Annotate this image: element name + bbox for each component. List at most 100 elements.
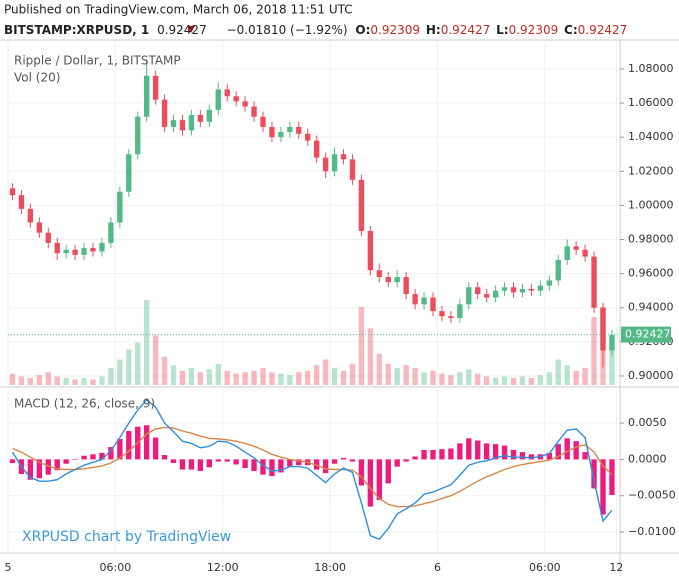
macd-histogram bbox=[475, 440, 481, 460]
volume-bar bbox=[322, 359, 329, 385]
volume-bar bbox=[36, 375, 42, 385]
candle-body bbox=[573, 246, 579, 250]
candle-body bbox=[179, 120, 186, 131]
macd-histogram bbox=[564, 438, 570, 460]
macd-histogram bbox=[466, 438, 472, 460]
macd-histogram bbox=[152, 437, 159, 460]
x-tick-label: 6 bbox=[434, 561, 441, 574]
x-tick-label: 18:00 bbox=[314, 561, 346, 574]
candle-body bbox=[251, 106, 257, 117]
volume-bar bbox=[152, 335, 159, 385]
candle-body bbox=[492, 290, 499, 298]
candle-body bbox=[555, 259, 561, 281]
macd-histogram bbox=[510, 449, 517, 460]
volume-bar bbox=[582, 368, 588, 385]
y-tick-label: 0.94000 bbox=[628, 301, 674, 314]
h-label: H: bbox=[426, 23, 441, 37]
volume-bar bbox=[439, 373, 445, 385]
candle-body bbox=[376, 270, 382, 278]
volume-bar bbox=[305, 370, 311, 385]
macd-histogram bbox=[9, 459, 16, 464]
volume-bar bbox=[251, 370, 257, 385]
candle-body bbox=[126, 154, 132, 192]
macd-histogram bbox=[215, 459, 221, 462]
candle-body bbox=[349, 159, 356, 180]
candle-body bbox=[260, 116, 266, 127]
macd-histogram bbox=[27, 459, 34, 480]
y-tick-label: 1.00000 bbox=[628, 198, 674, 211]
candle-body bbox=[430, 297, 436, 312]
volume-bar bbox=[457, 372, 463, 385]
macd-histogram bbox=[555, 444, 561, 460]
volume-bar bbox=[233, 373, 239, 385]
volume-bar bbox=[81, 377, 87, 385]
macd-histogram bbox=[287, 459, 293, 467]
volume-bar bbox=[546, 372, 552, 385]
volume-bar bbox=[260, 368, 266, 385]
c-label: C: bbox=[564, 23, 578, 37]
volume-bar bbox=[18, 376, 25, 385]
macd-histogram bbox=[170, 459, 177, 464]
candle-body bbox=[457, 304, 463, 318]
macd-histogram bbox=[197, 459, 204, 471]
macd-histogram bbox=[251, 459, 257, 471]
x-tick-label: 06:00 bbox=[100, 561, 132, 574]
macd-histogram bbox=[179, 459, 186, 470]
macd-histogram bbox=[322, 459, 329, 474]
candle-body bbox=[564, 246, 570, 260]
published: Published on TradingView.com, March 06, … bbox=[4, 3, 353, 17]
volume-bar bbox=[394, 368, 400, 385]
volume-bar bbox=[367, 328, 374, 385]
macd-histogram bbox=[421, 449, 427, 460]
macd-title: MACD (12, 26, close, 9) bbox=[14, 397, 155, 411]
volume-bar bbox=[269, 372, 275, 385]
macd-histogram bbox=[528, 454, 535, 460]
macd-histogram bbox=[188, 459, 195, 470]
volume-bar bbox=[287, 375, 293, 385]
candle-body bbox=[27, 208, 34, 223]
down-arrow bbox=[187, 26, 195, 33]
macd-histogram bbox=[367, 459, 374, 507]
volume-bar bbox=[510, 377, 517, 385]
macd-histogram bbox=[233, 459, 239, 465]
volume-bar bbox=[448, 375, 454, 385]
candle-body bbox=[99, 242, 105, 252]
volume-bar bbox=[296, 372, 302, 385]
volume-bar bbox=[278, 373, 284, 385]
macd-histogram bbox=[376, 459, 382, 501]
symbol: BITSTAMP:XRPUSD, 1 bbox=[4, 23, 149, 37]
l: 0.92309 bbox=[509, 23, 559, 37]
candle-body bbox=[63, 249, 69, 254]
y-tick-label: 0.0050 bbox=[628, 416, 667, 429]
o: 0.92309 bbox=[370, 23, 420, 37]
macd-histogram bbox=[519, 452, 526, 460]
volume-bar bbox=[45, 372, 51, 385]
volume-bar bbox=[591, 317, 597, 385]
x-tick-label: 06:00 bbox=[529, 561, 561, 574]
y-tick-label: 0.0000 bbox=[628, 452, 667, 465]
volume-bar bbox=[528, 377, 535, 385]
y-tick-label: 0.96000 bbox=[628, 267, 674, 280]
candle-body bbox=[528, 288, 535, 291]
macd-histogram bbox=[278, 459, 284, 473]
h: 0.92427 bbox=[441, 23, 491, 37]
volume-bar bbox=[126, 349, 132, 385]
candle-body bbox=[161, 99, 168, 127]
x-tick-label: 5 bbox=[5, 561, 12, 574]
volume-bar bbox=[99, 376, 105, 385]
volume-bar bbox=[484, 376, 490, 385]
macd-histogram bbox=[403, 459, 409, 462]
l-label: L: bbox=[496, 23, 508, 37]
volume-bar bbox=[242, 372, 248, 385]
candle-body bbox=[466, 287, 472, 305]
candle-body bbox=[81, 248, 87, 255]
candle-body bbox=[188, 115, 195, 131]
y-tick-label: 1.04000 bbox=[628, 130, 674, 143]
volume-bar bbox=[117, 359, 123, 385]
volume-bar bbox=[224, 370, 230, 385]
macd-histogram bbox=[54, 459, 60, 471]
candle-body bbox=[54, 242, 60, 254]
volume-bar bbox=[385, 363, 391, 385]
x-tick-label: 12:00 bbox=[207, 561, 239, 574]
candle-body bbox=[510, 287, 517, 293]
